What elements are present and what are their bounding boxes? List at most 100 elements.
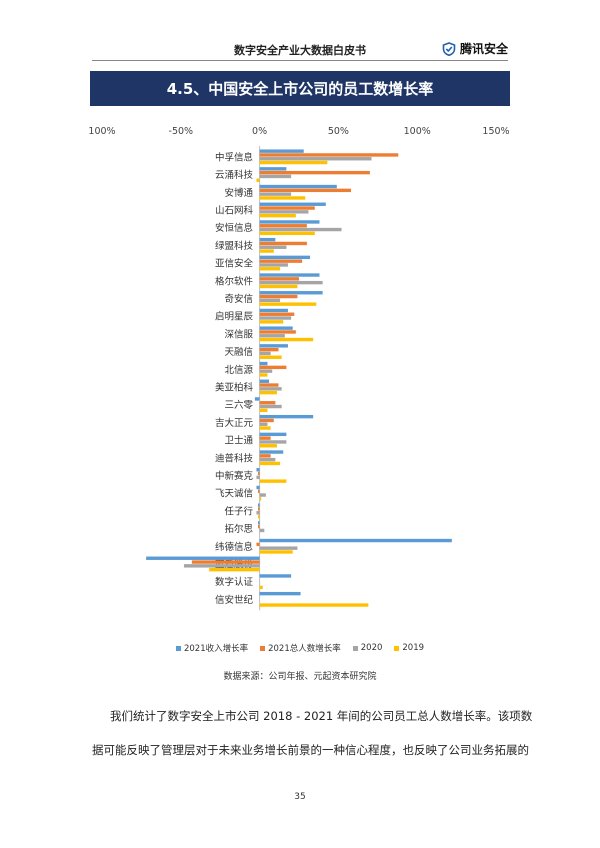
bar [259,436,271,440]
category-label: 格尔软件 [215,275,254,287]
legend-swatch [175,645,181,651]
bar [259,302,317,306]
bar [259,538,452,543]
bar [258,521,260,525]
chart-legend: 2021收入增长率 2021总人数增长率 2020 2019 [0,642,600,654]
legend-item: 2021收入增长率 [175,642,249,654]
bar [259,454,271,458]
bar [259,273,320,277]
bar [258,489,260,493]
category-label: 三六零 [224,399,253,411]
bar [259,585,263,590]
bar [146,556,260,560]
data-source: 数据来源：公司年报、元起资本研究院 [223,672,377,682]
bar [259,202,326,206]
category-label: 绿盟科技 [215,240,254,252]
bar [258,514,260,519]
section-title: 4.5、中国安全上市公司的员工数增长率 [166,80,434,98]
bar [259,493,266,497]
category-label: 飞天诚信 [215,488,253,500]
legend-label: 2021收入增长率 [183,644,249,654]
bar [259,373,268,377]
bar [259,344,288,348]
bar [259,418,274,423]
page-number: 35 [294,792,306,802]
bar [259,365,287,370]
bar [259,249,274,253]
bar [259,263,288,267]
bar [254,397,260,401]
bar [259,188,352,193]
bar [259,351,271,356]
bar [259,312,295,316]
bar [259,192,292,196]
bar [259,157,372,161]
bar [259,546,298,550]
section-banner: 4.5、中国安全上市公司的员工数增长率 [90,71,510,106]
bar [259,210,309,214]
shield-icon [442,41,456,56]
bar [259,528,265,533]
bar [256,542,260,547]
legend-item: 2021总人数增长率 [260,642,341,654]
body-paragraph-line: 我们统计了数字安全上市公司 2018 - 2021 年间的公司员工总人数增长率。… [110,709,533,723]
bar [259,361,268,366]
bar [258,524,260,529]
bar [259,591,301,596]
bar [259,497,262,501]
category-label: 吉大正元 [215,417,254,429]
bar [259,401,276,405]
legend-item: 2019 [394,642,424,654]
bar [259,550,293,554]
bar [259,334,285,338]
bar [259,422,268,426]
category-label: 卫士通 [224,435,253,447]
bar [259,426,271,430]
x-tick-label: 0% [252,126,267,137]
bar [259,280,323,285]
bar [259,461,281,466]
bar [256,511,260,515]
bar [256,178,260,182]
bar [259,320,284,324]
bar [259,291,323,295]
category-label: 云涌科技 [215,169,254,181]
legend-swatch [260,645,266,651]
category-label: 天融信 [224,346,253,358]
bar [191,560,260,564]
bar [259,206,315,210]
bar [259,574,292,578]
bar [259,450,284,454]
bar [259,267,281,271]
category-label: 山石网科 [215,204,254,216]
category-label: 信安世纪 [215,594,254,606]
x-tick-label: -50% [169,126,194,137]
category-label: 中新赛克 [215,470,254,482]
bar [259,440,287,444]
bar [259,170,370,175]
bar [209,567,260,572]
brand-logo: 腾讯安全 [442,40,508,57]
category-label: 深信服 [224,328,253,340]
bar [259,213,296,218]
body-paragraph-line: 据可能反映了管理层对于未来业务增长前景的一种信心程度，也反映了公司业务拓展的 [92,743,529,757]
bar [259,432,287,437]
category-label: 启明星辰 [215,311,254,323]
bar [259,149,304,153]
category-label: 纬德信息 [215,541,253,553]
x-tick-label: 100% [88,126,115,137]
legend-label: 2021总人数增长率 [268,644,341,654]
legend-label: 2020 [360,643,383,653]
bar [256,468,260,472]
bar [259,231,315,236]
bar [259,277,299,281]
bar [259,284,298,289]
bar [259,479,287,483]
category-label: 拓尔思 [224,523,253,535]
category-label: 美亚柏科 [215,381,254,393]
bar [259,387,282,391]
bar [259,227,342,232]
bar [259,355,282,359]
category-label: 安博通 [224,187,253,199]
bar [259,404,282,409]
